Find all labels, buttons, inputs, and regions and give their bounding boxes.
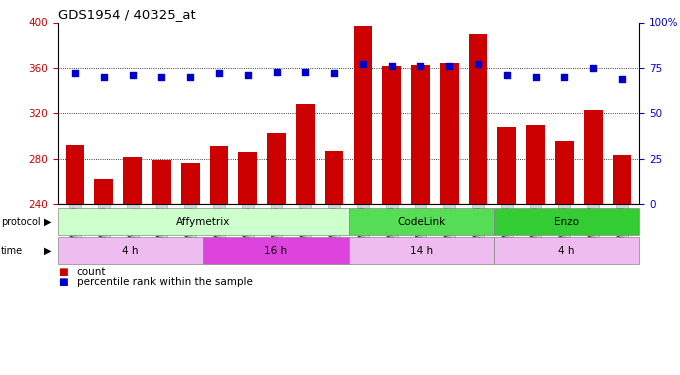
Bar: [123, 157, 142, 204]
Point: [185, 74, 196, 80]
Bar: [354, 26, 372, 204]
Bar: [66, 145, 84, 204]
Text: ■: ■: [58, 277, 67, 286]
Bar: [382, 66, 401, 204]
Point: [444, 63, 455, 69]
Point: [358, 62, 369, 68]
Bar: [440, 63, 458, 204]
Bar: [555, 141, 574, 204]
Text: 4 h: 4 h: [122, 246, 139, 255]
Bar: [411, 64, 430, 204]
Text: ▶: ▶: [44, 246, 52, 255]
Point: [501, 72, 512, 78]
Bar: [526, 125, 545, 204]
Bar: [152, 160, 171, 204]
Bar: [58, 208, 348, 235]
Bar: [613, 156, 631, 204]
Text: time: time: [1, 246, 23, 255]
Point: [328, 70, 339, 76]
Point: [69, 70, 80, 76]
Point: [127, 72, 138, 78]
Text: Enzo: Enzo: [554, 217, 579, 226]
Bar: [296, 104, 315, 204]
Bar: [325, 151, 343, 204]
Point: [617, 76, 628, 82]
Text: 4 h: 4 h: [558, 246, 575, 255]
Point: [242, 72, 253, 78]
Point: [530, 74, 541, 80]
Bar: [267, 133, 286, 204]
Bar: [498, 127, 516, 204]
Text: Affymetrix: Affymetrix: [176, 217, 231, 226]
Bar: [203, 237, 348, 264]
Point: [214, 70, 224, 76]
Bar: [181, 164, 199, 204]
Bar: [348, 237, 494, 264]
Point: [156, 74, 167, 80]
Point: [300, 69, 311, 75]
Text: GDS1954 / 40325_at: GDS1954 / 40325_at: [58, 8, 196, 21]
Text: CodeLink: CodeLink: [397, 217, 445, 226]
Bar: [469, 34, 488, 204]
Point: [415, 63, 426, 69]
Bar: [348, 208, 494, 235]
Text: 16 h: 16 h: [265, 246, 288, 255]
Bar: [58, 237, 203, 264]
Point: [559, 74, 570, 80]
Point: [386, 63, 397, 69]
Bar: [494, 237, 639, 264]
Text: ■: ■: [58, 267, 67, 277]
Bar: [494, 208, 639, 235]
Point: [99, 74, 109, 80]
Text: protocol: protocol: [1, 217, 40, 226]
Bar: [95, 179, 113, 204]
Bar: [584, 110, 602, 204]
Text: percentile rank within the sample: percentile rank within the sample: [77, 277, 253, 286]
Point: [588, 65, 598, 71]
Bar: [239, 152, 257, 204]
Point: [271, 69, 282, 75]
Bar: [209, 146, 228, 204]
Point: [473, 62, 483, 68]
Text: count: count: [77, 267, 106, 277]
Text: ▶: ▶: [44, 217, 52, 226]
Text: 14 h: 14 h: [409, 246, 432, 255]
